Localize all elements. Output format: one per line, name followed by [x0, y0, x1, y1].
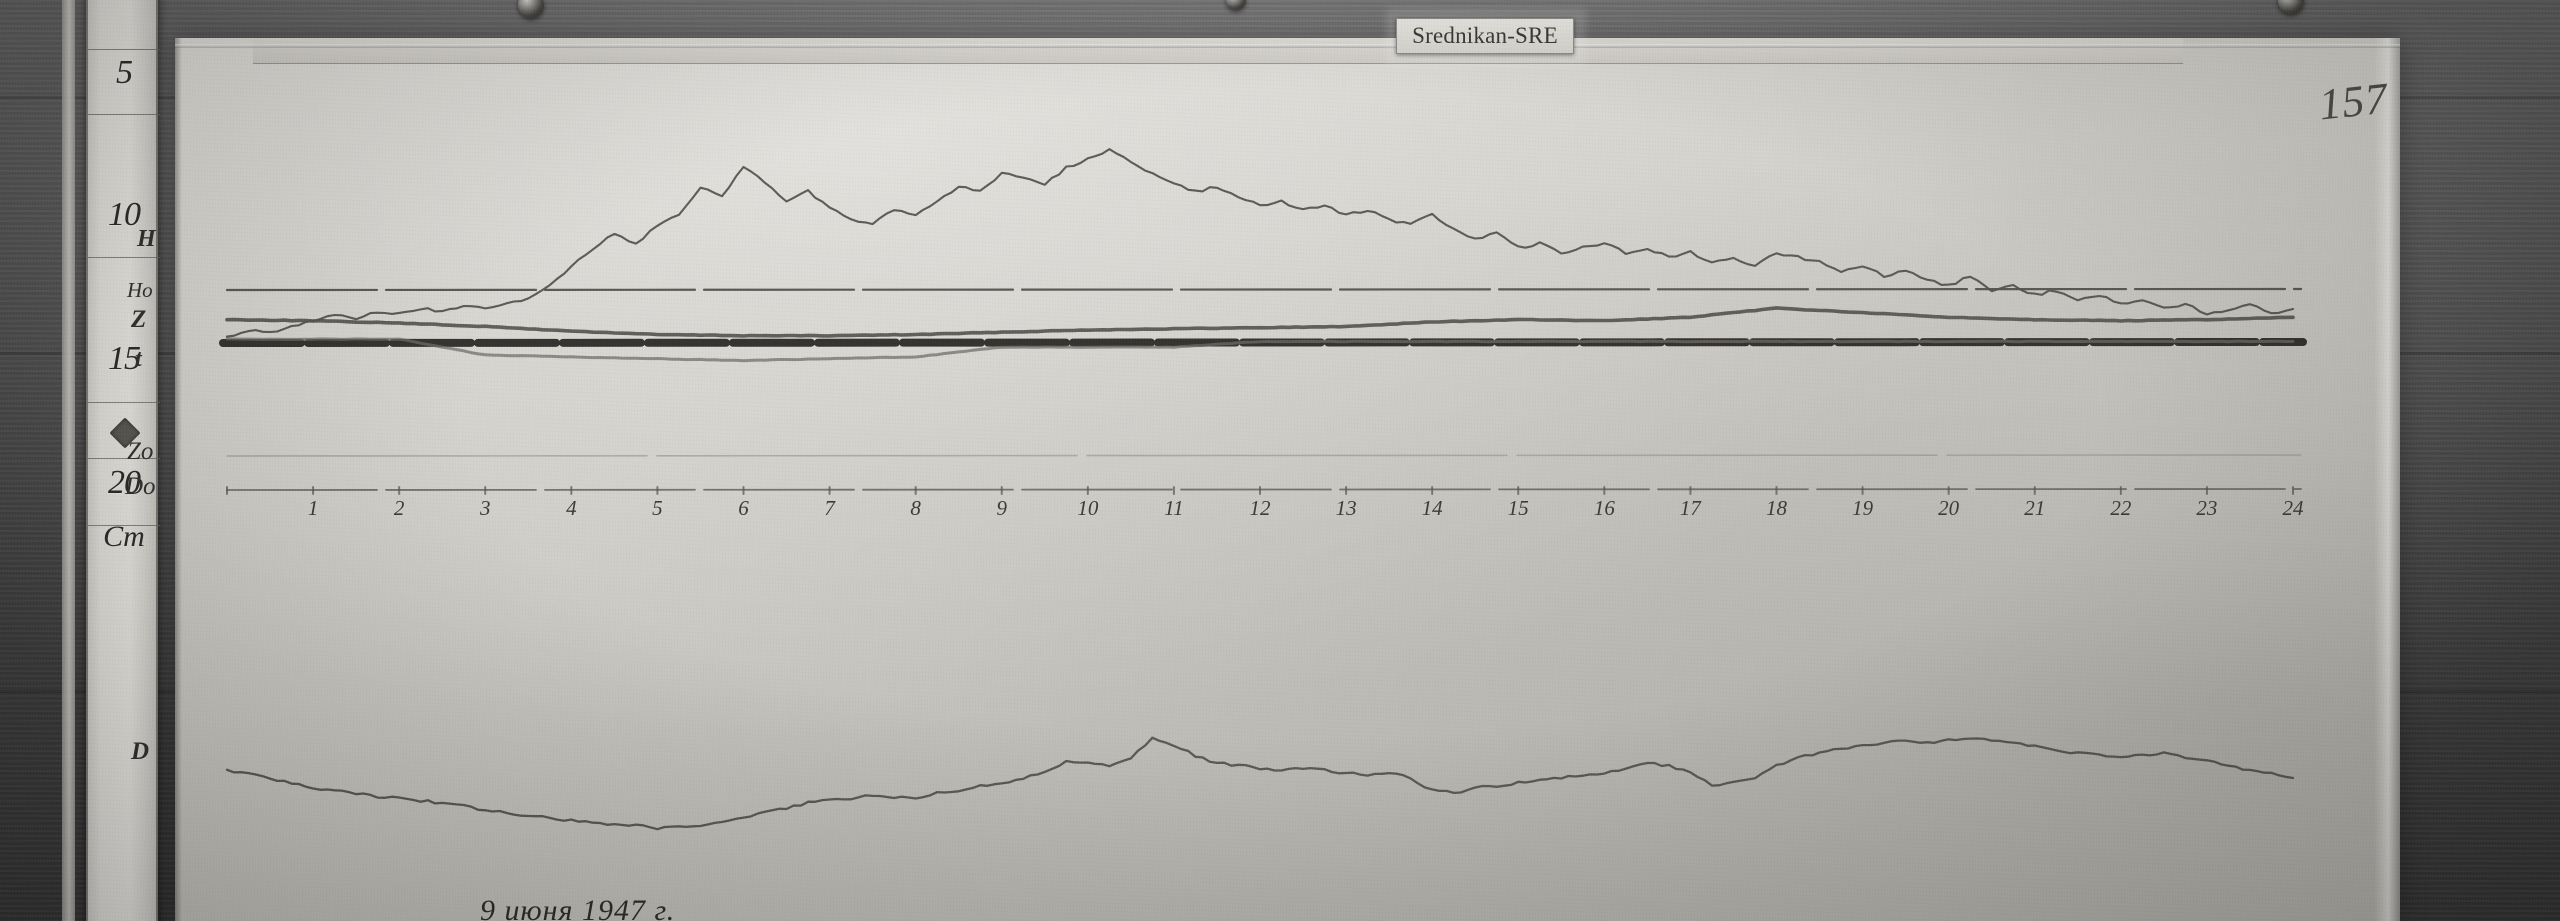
ruler-tick	[88, 458, 160, 459]
ruler-tick	[88, 257, 160, 258]
magnetogram-sheet: 157 H Ho Z t Zo Do D 0123456789101112131…	[125, 38, 2400, 921]
sheet-left-edge	[175, 38, 182, 921]
overlay-paper-strip	[253, 38, 2183, 64]
hour-tick-label-11: 11	[1164, 496, 1184, 520]
trace-label-Ho: Ho	[127, 278, 153, 302]
trace-label-t: t	[135, 346, 142, 372]
hour-tick-label-20: 20	[1938, 496, 1960, 520]
trace-label-Z: Z	[131, 306, 147, 333]
trace-label-D: D	[131, 738, 150, 765]
hour-tick-label-6: 6	[738, 496, 749, 520]
plot-area: H Ho Z t Zo Do D 01234567891011121314151…	[125, 38, 2400, 921]
ruler-mark-20: 20	[108, 464, 141, 501]
hour-tick-label-4: 4	[566, 496, 577, 520]
pin-tack-icon	[1226, 0, 1246, 10]
pin-tack-icon	[518, 0, 544, 18]
hour-tick-label-15: 15	[1507, 496, 1529, 520]
hour-tick-label-2: 2	[393, 496, 405, 520]
ruler-unit-label: Cm	[103, 520, 145, 553]
ruler-mark-15: 15	[108, 340, 141, 377]
hour-tick-label-16: 16	[1593, 496, 1615, 520]
hour-tick-label-14: 14	[1421, 496, 1443, 520]
hour-tick-label-9: 9	[996, 496, 1008, 520]
hour-tick-label-1: 1	[307, 496, 319, 520]
hour-tick-label-23: 23	[2196, 496, 2218, 520]
trace-canvas	[219, 148, 2307, 831]
cm-ruler: 5 10 15 20 Cm	[86, 0, 160, 921]
ruler-tick	[88, 402, 160, 403]
hour-tick-label-21: 21	[2024, 496, 2046, 520]
hour-tick-label-18: 18	[1766, 496, 1787, 520]
trace-label-Zo: Zo	[127, 438, 154, 465]
station-label-text: Srednikan-SRE	[1412, 23, 1558, 48]
ruler-mark-10: 10	[108, 196, 141, 233]
hour-tick-label-13: 13	[1335, 496, 1357, 520]
hour-tick-label-22: 22	[2110, 496, 2132, 520]
hour-tick-label-17: 17	[1679, 496, 1701, 520]
ruler-edge	[62, 0, 75, 921]
ruler-tick	[88, 525, 160, 526]
pin-tack-icon	[2278, 0, 2304, 14]
hour-tick-label-19: 19	[1852, 496, 1874, 520]
ruler-tick	[88, 49, 160, 50]
hour-tick-label-7: 7	[824, 496, 835, 520]
hour-tick-label-8: 8	[910, 496, 921, 520]
hour-tick-label-24: 24	[2282, 496, 2304, 520]
ruler-mark-5: 5	[116, 54, 133, 91]
hour-tick-label-3: 3	[480, 496, 491, 520]
station-label-tag: Srednikan-SRE	[1396, 18, 1574, 54]
hour-tick-label-12: 12	[1249, 496, 1271, 520]
sheet-right-edge	[2374, 38, 2400, 921]
trace-label-H: H	[137, 226, 156, 252]
hour-tick-label-10: 10	[1077, 496, 1099, 520]
sheet-fold-line	[175, 44, 2400, 48]
ruler-tick	[88, 114, 160, 115]
trace-label-Do: Do	[125, 473, 156, 500]
hour-tick-label-5: 5	[652, 496, 663, 520]
handwritten-date: 9 июня 1947 г.	[480, 894, 676, 921]
